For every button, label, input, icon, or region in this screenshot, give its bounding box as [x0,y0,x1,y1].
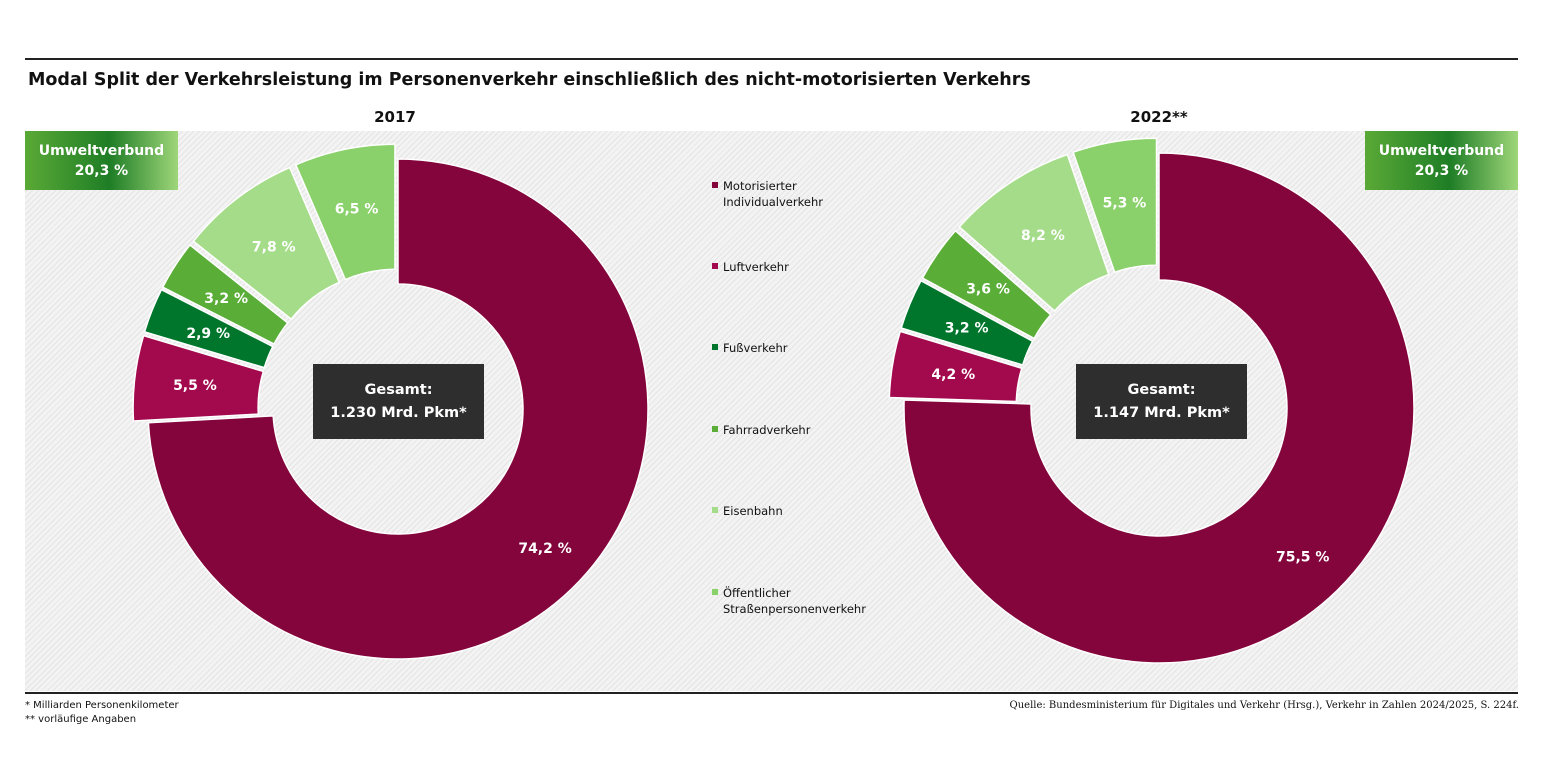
year-label-2022: 2022** [1130,108,1188,126]
total-value: 1.230 Mrd. Pkm* [330,405,467,421]
total-box-2017: Gesamt: 1.230 Mrd. Pkm* [313,364,484,439]
slice-value-label-1-luft: 4,2 % [931,367,975,383]
total-label: Gesamt: [364,382,433,398]
donut-slice-1-luft [888,330,1023,403]
slice-value-label-0-fuss: 2,9 % [186,326,230,342]
legend-label: Fahrradverkehr [723,423,811,437]
legend-label: Luftverkehr [723,260,789,274]
source-note: Quelle: Bundesministerium für Digitales … [1009,700,1519,711]
footnote-preliminary: ** vorläufige Angaben [25,714,137,725]
legend-swatch [712,182,718,188]
slice-value-label-1-miv: 75,5 % [1276,549,1329,565]
legend-label: Motorisierter Individualverkehr [723,179,823,209]
donut-slice-1-oespv [1072,137,1158,274]
umweltverbund-label: Umweltverbund [1378,143,1505,159]
donut-slice-0-oespv [294,143,396,281]
bottom-rule [25,692,1518,694]
slice-value-label-0-miv: 74,2 % [518,541,571,557]
year-label-2017: 2017 [374,108,416,126]
slice-value-label-1-fuss: 3,2 % [945,321,989,337]
legend-swatch [712,344,718,350]
donut-slice-0-bahn [192,166,341,321]
total-box-2022: Gesamt: 1.147 Mrd. Pkm* [1076,364,1247,439]
slice-value-label-1-bahn: 8,2 % [1021,228,1065,244]
donut-slice-0-luft [132,334,265,422]
donut-slice-1-miv [903,152,1415,664]
slice-value-label-1-rad: 3,6 % [966,282,1010,298]
umweltverbund-label: Umweltverbund [38,143,165,159]
donut-slice-0-rad [161,243,289,346]
top-rule [25,58,1518,60]
donut-slice-1-rad [921,229,1052,340]
slice-value-label-0-oespv: 6,5 % [335,202,379,218]
legend-swatch [712,507,718,513]
legend-label: Öffentlicher Straßenpersonenverkehr [723,586,866,616]
legend-swatch [712,426,718,432]
umweltverbund-box-2017: Umweltverbund 20,3 % [25,131,178,190]
total-label: Gesamt: [1127,382,1196,398]
legend-label: Fußverkehr [723,341,788,355]
umweltverbund-box-2022: Umweltverbund 20,3 % [1365,131,1518,190]
slice-value-label-0-bahn: 7,8 % [252,240,296,256]
chart-title: Modal Split der Verkehrsleistung im Pers… [28,70,1031,90]
total-value: 1.147 Mrd. Pkm* [1093,405,1230,421]
donut-slice-0-fuss [143,288,274,369]
donut-slice-1-bahn [958,153,1110,312]
legend-swatch [712,263,718,269]
slice-value-label-0-rad: 3,2 % [204,291,248,307]
umweltverbund-value: 20,3 % [1414,163,1469,179]
umweltverbund-value: 20,3 % [74,163,129,179]
footnote-pkm: * Milliarden Personenkilometer [25,700,179,711]
slice-value-label-1-oespv: 5,3 % [1103,195,1147,211]
donut-slice-0-miv [147,158,649,660]
legend-label: Eisenbahn [723,504,783,518]
donut-slice-1-fuss [900,279,1034,366]
legend-swatch [712,589,718,595]
slice-value-label-0-luft: 5,5 % [173,378,217,394]
